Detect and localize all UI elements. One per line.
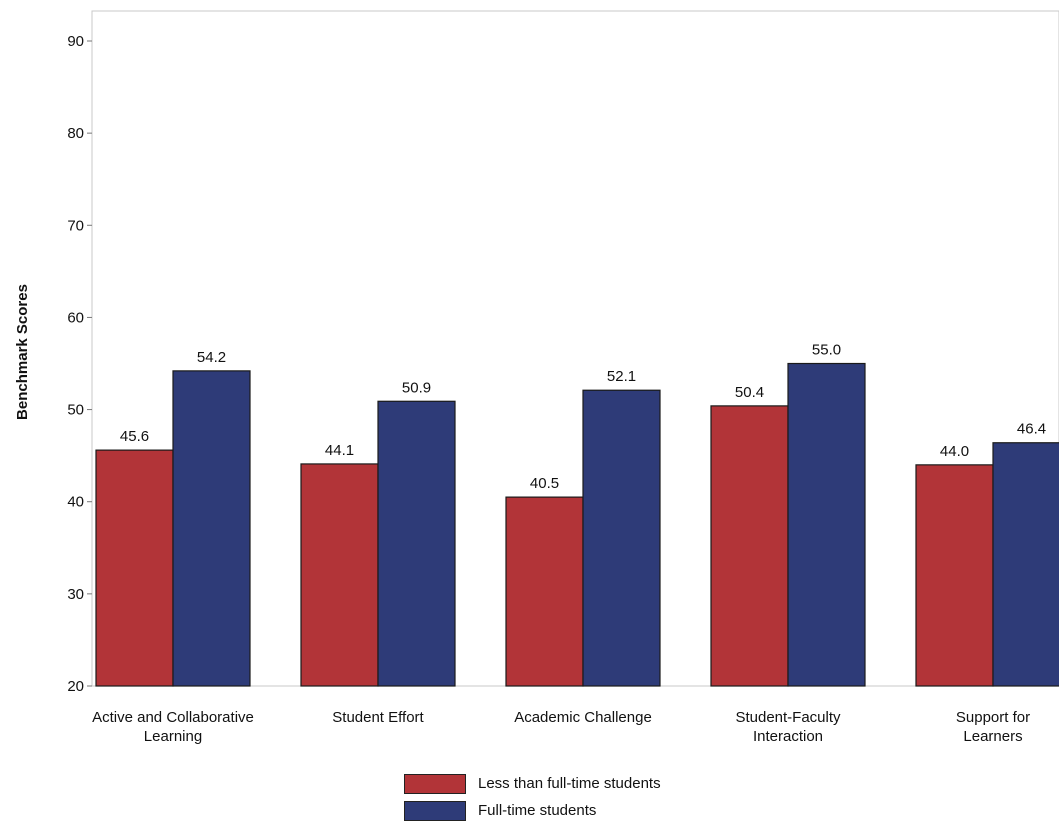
y-axis: 20 30 40 50 60 70 80 90	[67, 33, 92, 695]
bar-full-time	[172, 370, 251, 687]
bar-value-label: 55.0	[812, 342, 841, 359]
bar-part-time	[710, 405, 789, 687]
legend-swatch-part-time	[404, 773, 466, 794]
bar-value-label: 54.2	[197, 349, 226, 366]
bar-full-time	[377, 400, 456, 687]
bar-part-time	[300, 463, 379, 687]
bar-value-label: 50.4	[735, 384, 764, 401]
bar-full-time	[787, 362, 866, 687]
bar-part-time	[915, 464, 994, 687]
bar-value-label: 45.6	[120, 428, 149, 445]
y-tick-label: 50	[67, 402, 84, 419]
y-tick-label: 20	[67, 678, 84, 695]
y-tick-label: 40	[67, 494, 84, 511]
bars	[95, 362, 1059, 687]
bar-part-time	[505, 496, 584, 687]
legend-item-full-time: Full-time students	[404, 797, 661, 824]
bar-value-label: 52.1	[607, 368, 636, 385]
bar-value-label: 44.1	[325, 442, 354, 459]
x-axis: Active and Collaborative Learning Student …	[92, 709, 1030, 745]
y-axis-title: Benchmark Scores	[14, 284, 31, 420]
bar-part-time	[95, 449, 174, 687]
category-label: Academic Challenge	[514, 709, 652, 726]
bar-value-label: 46.4	[1017, 421, 1046, 438]
legend-label-part-time: Less than full-time students	[478, 775, 661, 792]
category-label: Student Effort	[332, 709, 424, 726]
bar-value-label: 40.5	[530, 475, 559, 492]
legend-item-part-time: Less than full-time students	[404, 770, 661, 797]
y-tick-label: 80	[67, 125, 84, 142]
bar-value-label: 50.9	[402, 379, 431, 396]
legend: Less than full-time students Full-time s…	[404, 770, 661, 824]
y-tick-label: 30	[67, 586, 84, 603]
legend-label-full-time: Full-time students	[478, 802, 597, 819]
y-tick-label: 60	[67, 309, 84, 326]
data-labels: 45.6 54.2 44.1 50.9 40.5 52.1 50.4 55.0 44.0 46.4	[120, 342, 1046, 493]
category-label: Student-Faculty Interaction	[735, 709, 841, 745]
bar-full-time	[582, 389, 661, 687]
bar-value-label: 44.0	[940, 443, 969, 460]
y-tick-label: 70	[67, 217, 84, 234]
y-tick-label: 90	[67, 33, 84, 50]
category-label: Active and Collaborative Learning	[92, 709, 254, 745]
category-label: Support for Learners	[956, 709, 1030, 745]
legend-swatch-full-time	[404, 800, 466, 821]
bar-full-time	[992, 442, 1059, 687]
